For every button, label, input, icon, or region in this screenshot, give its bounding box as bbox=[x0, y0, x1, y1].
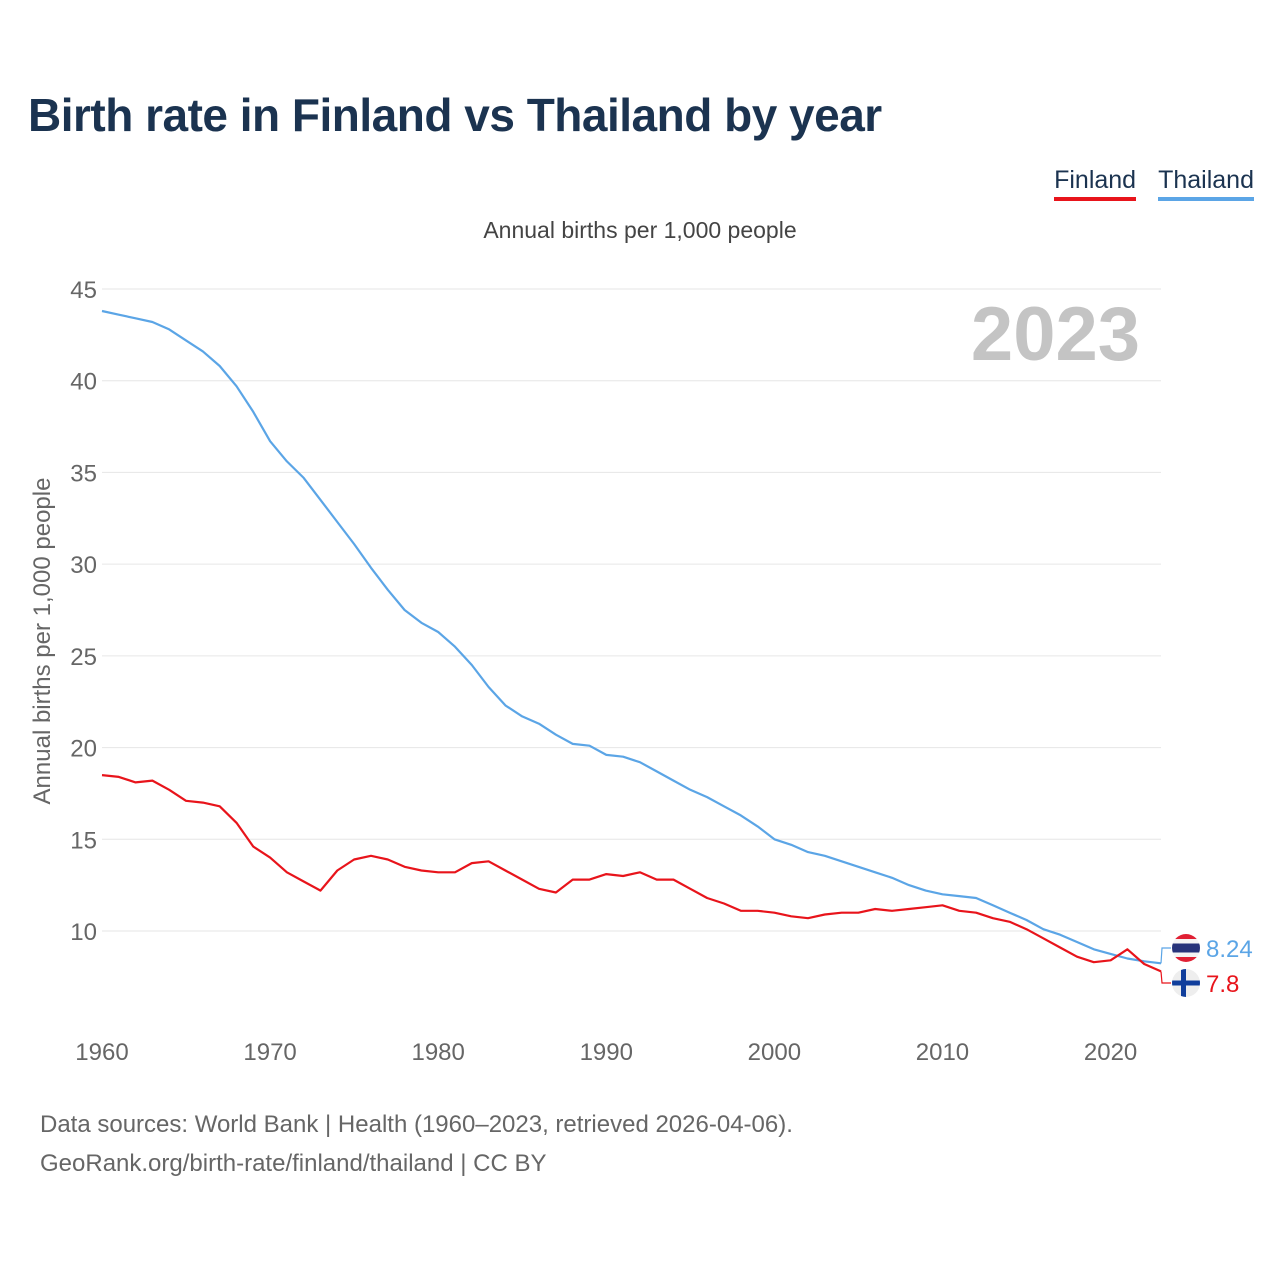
footer: Data sources: World Bank | Health (1960–… bbox=[40, 1105, 793, 1183]
x-tick-label-1980: 1980 bbox=[411, 1039, 464, 1066]
page-title: Birth rate in Finland vs Thailand by yea… bbox=[28, 89, 882, 141]
credit-text: GeoRank.org/birth-rate/finland/thailand … bbox=[40, 1150, 547, 1177]
x-tick-label-1960: 1960 bbox=[75, 1039, 128, 1066]
legend-item-finland[interactable]: Finland bbox=[1054, 165, 1137, 201]
x-tick-label-1990: 1990 bbox=[580, 1039, 633, 1066]
connector-finland bbox=[1160, 971, 1171, 984]
connector-thailand bbox=[1160, 947, 1171, 964]
x-tick-label-2000: 2000 bbox=[748, 1039, 801, 1066]
x-tick-label-2020: 2020 bbox=[1084, 1039, 1137, 1066]
y-tick-label-30: 30 bbox=[70, 552, 97, 579]
end-value-label-finland: 7.8 bbox=[1206, 971, 1239, 998]
year-watermark: 2023 bbox=[971, 292, 1140, 377]
y-tick-label-15: 15 bbox=[70, 827, 97, 854]
legend-item-thailand[interactable]: Thailand bbox=[1158, 165, 1254, 201]
flag-thailand-icon bbox=[1172, 934, 1200, 962]
x-tick-label-2010: 2010 bbox=[916, 1039, 969, 1066]
end-value-label-thailand: 8.24 bbox=[1206, 936, 1253, 963]
series-line-thailand bbox=[101, 309, 1162, 965]
y-axis-label: Annual births per 1,000 people bbox=[29, 478, 56, 805]
x-tick-label-1970: 1970 bbox=[243, 1039, 296, 1066]
data-sources-text: Data sources: World Bank | Health (1960–… bbox=[40, 1111, 793, 1138]
y-tick-label-40: 40 bbox=[70, 369, 97, 396]
chart-subtitle: Annual births per 1,000 people bbox=[483, 217, 797, 243]
y-tick-label-45: 45 bbox=[70, 277, 97, 304]
flag-finland-icon bbox=[1172, 969, 1200, 997]
y-tick-label-35: 35 bbox=[70, 460, 97, 487]
y-tick-label-25: 25 bbox=[70, 644, 97, 671]
legend: Finland Thailand bbox=[1054, 165, 1254, 201]
y-tick-label-20: 20 bbox=[70, 736, 97, 763]
series-line-finland bbox=[101, 774, 1162, 973]
y-tick-label-10: 10 bbox=[70, 919, 97, 946]
